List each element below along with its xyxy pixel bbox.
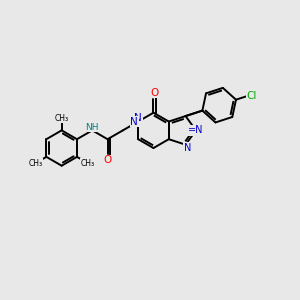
Text: CH₃: CH₃ bbox=[55, 113, 69, 122]
Text: NH: NH bbox=[85, 123, 99, 132]
Text: =N: =N bbox=[188, 125, 204, 135]
Text: O: O bbox=[150, 88, 159, 98]
Text: N: N bbox=[134, 112, 142, 123]
Text: N: N bbox=[184, 142, 191, 153]
Text: O: O bbox=[103, 155, 112, 165]
Text: Cl: Cl bbox=[247, 92, 257, 101]
Text: CH₃: CH₃ bbox=[81, 159, 95, 168]
Text: N: N bbox=[130, 116, 138, 127]
Text: CH₃: CH₃ bbox=[28, 159, 43, 168]
